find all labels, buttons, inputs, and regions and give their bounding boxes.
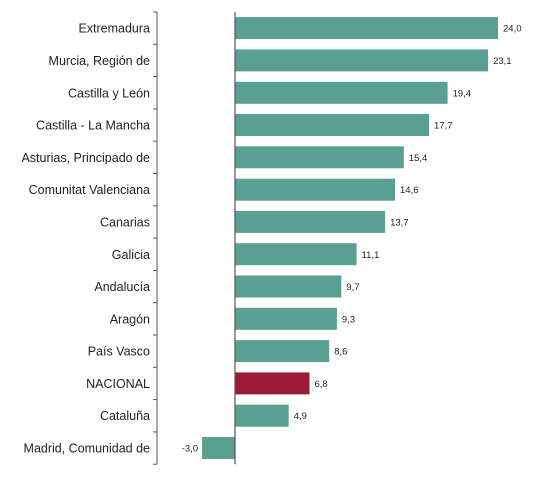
category-label: NACIONAL [86,377,150,391]
category-label: Galicia [112,248,150,262]
bar-2 [235,81,448,104]
value-label: 14,6 [400,185,419,196]
bar-1 [235,49,489,72]
bars-group [202,17,498,459]
value-label: 17,7 [434,121,453,132]
value-label: 19,4 [453,88,472,99]
category-label: Andalucía [94,280,150,294]
value-label: 9,7 [346,282,359,293]
bar-4 [235,146,404,169]
category-axis [153,11,158,465]
bar-0 [235,17,498,40]
category-label: Madrid, Comunidad de [24,442,151,456]
category-label: Asturias, Principado de [21,151,150,165]
value-label: 9,3 [342,314,355,325]
category-label: Aragón [110,312,150,326]
bar-6 [235,210,386,233]
bar-9 [235,307,337,330]
bar-12 [235,404,289,427]
value-labels: 24,0 23,1 19,4 17,7 15,4 14,6 13,7 11,1 9,7 9,3 8,… [182,24,522,455]
bar-8 [235,275,342,298]
value-label: 13,7 [390,217,409,228]
value-label: 24,0 [503,24,522,35]
bar-5 [235,178,395,201]
category-label: Murcia, Región de [49,54,150,68]
value-label: 23,1 [493,56,512,67]
value-label: 8,6 [334,347,347,358]
value-label: 15,4 [409,153,428,164]
bar-10 [235,340,330,363]
category-label: Castilla - La Mancha [36,119,150,133]
bar-3 [235,114,429,136]
bar-7 [235,243,357,266]
category-label: Castilla y León [68,86,150,100]
value-label: 6,8 [315,379,328,390]
value-label: 11,1 [362,250,380,261]
bar-13 [202,437,235,459]
category-labels: Extremadura Murcia, Región de Castilla y L… [21,22,150,456]
value-label: -3,0 [182,444,198,455]
category-label: País Vasco [88,345,150,359]
bar-11 [235,372,310,395]
value-label: 4,9 [294,411,307,422]
category-label: Cataluña [100,409,150,423]
category-label: Extremadura [78,22,150,36]
category-label: Comunitat Valenciana [29,183,150,197]
category-label: Canarias [100,215,150,229]
